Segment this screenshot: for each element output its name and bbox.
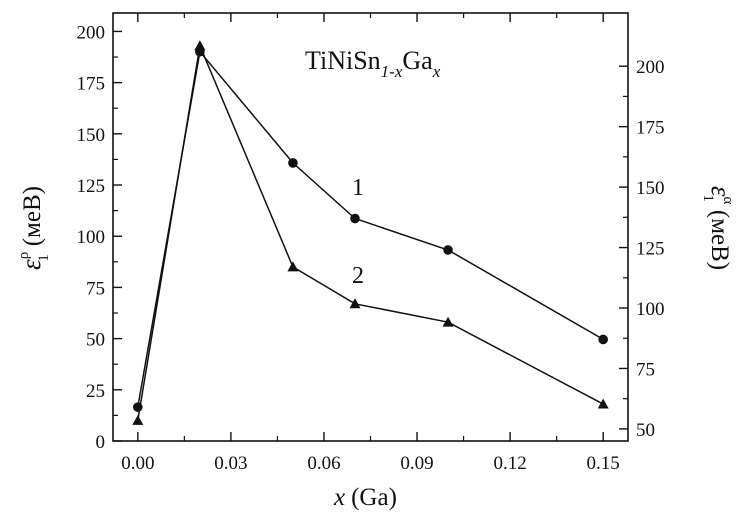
right-y-tick-label: 75 bbox=[636, 359, 655, 380]
right-y-axis-label: εα1 (меВ) bbox=[700, 186, 736, 270]
left-y-tick-label: 75 bbox=[86, 278, 105, 299]
x-tick-label: 0.06 bbox=[307, 453, 340, 474]
x-axis-label-unit: (Ga) bbox=[351, 484, 397, 511]
series-1-point bbox=[443, 245, 453, 255]
chart-title: TiNiSn1-xGax bbox=[305, 46, 441, 81]
x-axis-ticks: 0.00 0.03 0.06 0.09 0.12 0.15 bbox=[121, 13, 620, 474]
right-y-tick-label: 50 bbox=[636, 420, 655, 441]
left-y-tick-label: 50 bbox=[86, 330, 105, 351]
x-tick-label: 0.09 bbox=[400, 453, 433, 474]
series-label-2: 2 bbox=[352, 263, 364, 289]
right-y-label-unit: (меВ) bbox=[706, 210, 733, 270]
title-part-3: Ga bbox=[402, 46, 433, 75]
title-part-1: TiNiSn bbox=[305, 46, 381, 75]
left-y-tick-label: 200 bbox=[77, 22, 106, 43]
right-y-tick-label: 125 bbox=[636, 239, 665, 260]
series-2-point bbox=[442, 316, 454, 327]
right-y-label-sup: α bbox=[720, 197, 736, 205]
right-y-tick-label: 200 bbox=[636, 57, 665, 78]
title-part-4: x bbox=[432, 62, 441, 81]
left-y-label-unit: (меВ) bbox=[19, 186, 46, 246]
right-y-tick-label: 150 bbox=[636, 178, 665, 199]
series-2-point bbox=[349, 298, 361, 309]
series-2-point bbox=[132, 415, 144, 425]
x-tick-label: 0.15 bbox=[587, 453, 620, 474]
x-axis-label: x (Ga) bbox=[333, 484, 397, 511]
series-1-line bbox=[137, 49, 604, 408]
series-1-point bbox=[350, 213, 360, 224]
series-label-1: 1 bbox=[352, 175, 364, 201]
left-y-tick-label: 100 bbox=[77, 227, 106, 248]
left-y-label-symbol: ε bbox=[16, 259, 46, 270]
left-y-tick-label: 0 bbox=[96, 432, 106, 453]
series-layer bbox=[132, 40, 609, 425]
left-y-tick-label: 125 bbox=[77, 176, 106, 197]
svg-text:εα1(меВ): εα1 (меВ) bbox=[700, 186, 736, 270]
series-2-point bbox=[194, 40, 206, 51]
series-2-line bbox=[137, 43, 604, 421]
title-part-2: 1-x bbox=[381, 62, 403, 81]
series-2-point bbox=[597, 398, 609, 409]
right-y-axis-ticks: 50 75 100 125 150 175 200 bbox=[619, 57, 665, 441]
series-1-point bbox=[288, 158, 298, 168]
svg-text:ερ1(меВ): ερ 1 (меВ) bbox=[16, 186, 52, 270]
left-y-label-sub: 1 bbox=[36, 254, 52, 262]
x-axis-label-var: x bbox=[333, 484, 345, 511]
right-y-tick-label: 175 bbox=[636, 118, 665, 139]
left-y-tick-label: 150 bbox=[77, 125, 106, 146]
left-y-tick-label: 175 bbox=[77, 74, 106, 95]
x-tick-label: 0.03 bbox=[214, 453, 247, 474]
left-y-axis-ticks: 0 25 50 75 100 125 150 175 200 bbox=[77, 22, 122, 453]
x-tick-label: 0.12 bbox=[493, 453, 526, 474]
series-1-point bbox=[598, 334, 608, 345]
x-tick-label: 0.00 bbox=[121, 453, 154, 474]
right-y-tick-label: 100 bbox=[636, 299, 665, 320]
series-2-point bbox=[287, 261, 299, 272]
left-y-tick-label: 25 bbox=[86, 381, 105, 402]
right-y-label-sub: 1 bbox=[700, 194, 716, 202]
left-y-axis-label: ερ 1 (меВ) bbox=[16, 186, 52, 270]
left-y-label-sup: ρ bbox=[16, 252, 32, 260]
right-y-label-symbol: ε bbox=[706, 186, 736, 197]
